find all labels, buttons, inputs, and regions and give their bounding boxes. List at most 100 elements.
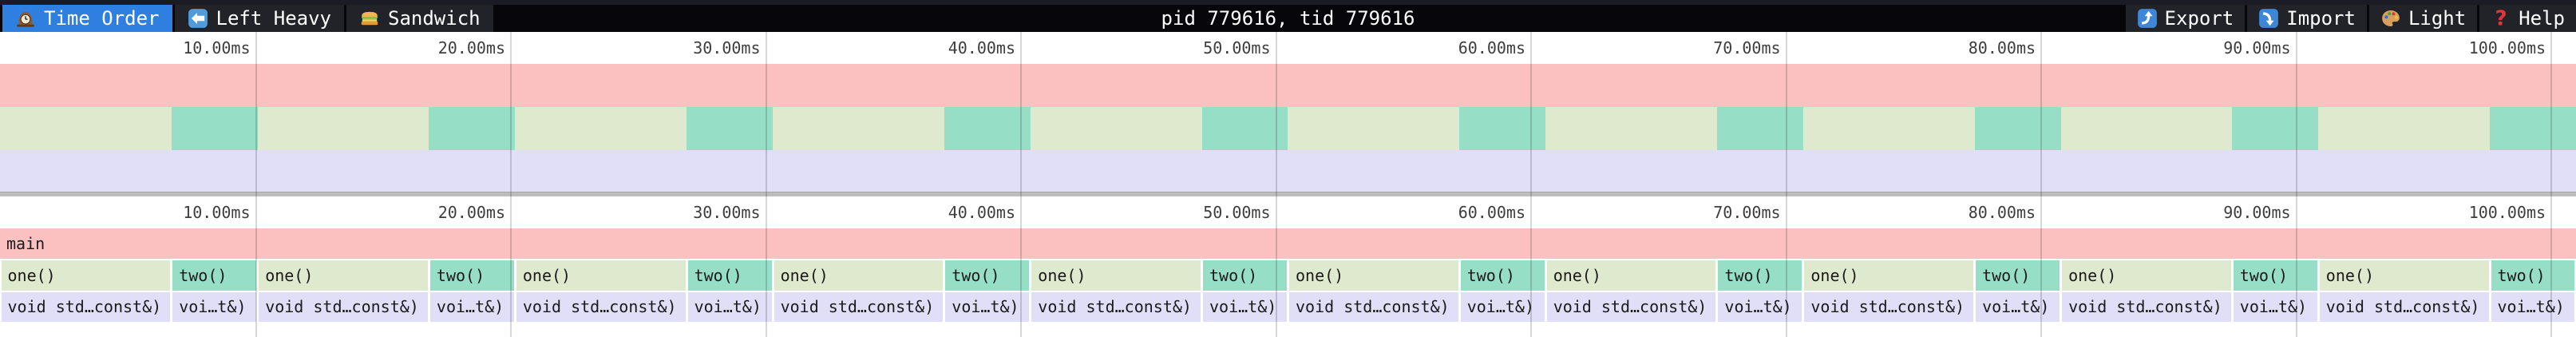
minimap-two-segment xyxy=(944,107,1031,150)
frame-one[interactable]: one() xyxy=(516,260,686,291)
frame-two[interactable]: two() xyxy=(1976,260,2060,291)
sandwich-icon xyxy=(359,8,380,29)
toolbar: Time Order Left Heavy Sandwich pid 779616,… xyxy=(0,0,2576,32)
frame-one[interactable]: one() xyxy=(2062,260,2231,291)
frame-two[interactable]: two() xyxy=(1718,260,1802,291)
tab-label: Sandwich xyxy=(388,7,481,30)
minimap-two-segment xyxy=(687,107,774,150)
flamechart-tick-label: 60.00ms xyxy=(1458,203,1526,222)
import-button[interactable]: Import xyxy=(2247,5,2367,32)
frame-void[interactable]: void std…const&) xyxy=(1,292,171,322)
frame-one[interactable]: one() xyxy=(1031,260,1201,291)
frame-void[interactable]: voi…t&) xyxy=(687,292,772,322)
left-arrow-icon xyxy=(188,8,208,29)
frame-void[interactable]: voi…t&) xyxy=(429,292,514,322)
frame-one[interactable]: one() xyxy=(2319,260,2489,291)
minimap-tick-label: 80.00ms xyxy=(1968,38,2036,57)
frame-void[interactable]: voi…t&) xyxy=(172,292,257,322)
flamechart-tick-label: 100.00ms xyxy=(2468,203,2546,222)
minimap-tick-label: 100.00ms xyxy=(2468,38,2546,57)
frame-void[interactable]: void std…const&) xyxy=(259,292,428,322)
frame-void[interactable]: void std…const&) xyxy=(1289,292,1458,322)
minimap-two-segment xyxy=(171,107,258,150)
minimap-two-segment xyxy=(1201,107,1288,150)
minimap-two-segment xyxy=(1974,107,2061,150)
tab-label: Left Heavy xyxy=(216,7,332,30)
frame-void[interactable]: voi…t&) xyxy=(1203,292,1287,322)
tab-sandwich[interactable]: Sandwich xyxy=(346,5,493,32)
view-tabs: Time Order Left Heavy Sandwich xyxy=(0,5,493,32)
minimap-two-segment xyxy=(429,107,516,150)
frame-void[interactable]: void std…const&) xyxy=(1546,292,1716,322)
flamechart-row-depth1: one() two() one() two() one() two() one() two()… xyxy=(0,260,2576,291)
toolbar-buttons: Export Import Light? Help xyxy=(2125,5,2576,32)
frame-two[interactable]: two() xyxy=(1203,260,1287,291)
minimap-ruler[interactable]: 10.00ms 20.00ms 30.00ms 40.00ms 50.00ms 60.00… xyxy=(0,32,2576,64)
minimap-row-depth2[interactable] xyxy=(0,150,2576,192)
mantel-clock-icon xyxy=(15,8,36,29)
minimap-tick-label: 40.00ms xyxy=(948,38,1016,57)
flamechart-tick-label: 10.00ms xyxy=(183,203,251,222)
frame-two[interactable]: two() xyxy=(172,260,257,291)
palette-icon xyxy=(2380,8,2401,29)
frame-two[interactable]: two() xyxy=(945,260,1030,291)
tab-time-order[interactable]: Time Order xyxy=(2,5,172,32)
flamechart-tick-label: 80.00ms xyxy=(1968,203,2036,222)
button-label: Import xyxy=(2286,7,2356,30)
frame-void[interactable]: voi…t&) xyxy=(2233,292,2317,322)
minimap-two-segment xyxy=(1716,107,1803,150)
flamechart-tick-label: 50.00ms xyxy=(1203,203,1271,222)
svg-text:?: ? xyxy=(2495,8,2507,29)
frame-one[interactable]: one() xyxy=(1546,260,1716,291)
frame-void[interactable]: voi…t&) xyxy=(945,292,1030,322)
frame-main[interactable]: main xyxy=(0,228,2576,259)
minimap-row-main[interactable] xyxy=(0,64,2576,107)
frame-one[interactable]: one() xyxy=(774,260,944,291)
flamechart-tick-label: 30.00ms xyxy=(693,203,761,222)
button-label: Help xyxy=(2519,7,2565,30)
tab-label: Time Order xyxy=(44,7,160,30)
window-title: pid 779616, tid 779616 xyxy=(1161,7,1415,30)
export-arrow-icon xyxy=(2137,8,2158,29)
frame-void[interactable]: voi…t&) xyxy=(1460,292,1545,322)
export-button[interactable]: Export xyxy=(2125,5,2246,32)
frame-void[interactable]: void std…const&) xyxy=(774,292,944,322)
minimap-tick-label: 90.00ms xyxy=(2223,38,2291,57)
minimap-row-depth1[interactable] xyxy=(0,107,2576,150)
minimap-tick-label: 60.00ms xyxy=(1458,38,1526,57)
frame-two[interactable]: two() xyxy=(429,260,514,291)
frame-two[interactable]: two() xyxy=(687,260,772,291)
frame-one[interactable]: one() xyxy=(1289,260,1458,291)
minimap-tick-label: 70.00ms xyxy=(1713,38,1781,57)
frame-two[interactable]: two() xyxy=(2491,260,2575,291)
frame-void[interactable]: void std…const&) xyxy=(1804,292,1974,322)
frame-void[interactable]: voi…t&) xyxy=(2491,292,2575,322)
minimap-two-segment xyxy=(1459,107,1546,150)
frame-void[interactable]: void std…const&) xyxy=(2319,292,2489,322)
frame-one[interactable]: one() xyxy=(259,260,428,291)
tab-left-heavy[interactable]: Left Heavy xyxy=(174,5,344,32)
frame-two[interactable]: two() xyxy=(1460,260,1545,291)
frame-one[interactable]: one() xyxy=(1,260,171,291)
minimap-flamechart-splitter[interactable] xyxy=(0,192,2576,196)
frame-void[interactable]: void std…const&) xyxy=(2062,292,2231,322)
flamechart-row-depth2: void std…const&) voi…t&) void std…const&) v… xyxy=(0,292,2576,322)
minimap-tick-label: 30.00ms xyxy=(693,38,761,57)
flamechart-row-main: main xyxy=(0,228,2576,259)
theme-button[interactable]: Light xyxy=(2368,5,2478,32)
flamechart-tick-label: 40.00ms xyxy=(948,203,1016,222)
frame-void[interactable]: void std…const&) xyxy=(516,292,686,322)
question-mark-icon: ? xyxy=(2491,8,2511,29)
frame-one[interactable]: one() xyxy=(1804,260,1974,291)
help-button[interactable]: ? Help xyxy=(2479,5,2576,32)
flamechart-ruler[interactable]: 10.00ms 20.00ms 30.00ms 40.00ms 50.00ms 60.00… xyxy=(0,196,2576,228)
button-label: Export xyxy=(2164,7,2234,30)
minimap-tick-label: 20.00ms xyxy=(437,38,505,57)
flamechart-tick-label: 90.00ms xyxy=(2223,203,2291,222)
frame-void[interactable]: voi…t&) xyxy=(1718,292,1802,322)
minimap-tick-label: 50.00ms xyxy=(1203,38,1271,57)
frame-two[interactable]: two() xyxy=(2233,260,2317,291)
frame-void[interactable]: voi…t&) xyxy=(1976,292,2060,322)
frame-void[interactable]: void std…const&) xyxy=(1031,292,1201,322)
flamechart-tick-label: 70.00ms xyxy=(1713,203,1781,222)
